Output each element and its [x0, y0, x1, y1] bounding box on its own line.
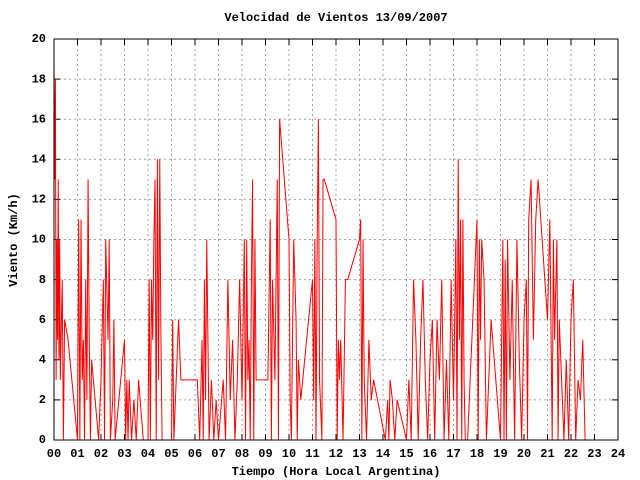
x-tick-label: 21 [540, 447, 554, 461]
x-tick-label: 16 [423, 447, 437, 461]
y-axis-label: Viento (Km/h) [7, 193, 21, 287]
y-tick-label: 0 [39, 433, 46, 447]
y-tick-label: 20 [32, 32, 46, 46]
x-tick-label: 07 [211, 447, 225, 461]
x-tick-label: 11 [305, 447, 319, 461]
x-tick-label: 04 [141, 447, 155, 461]
x-tick-label: 22 [564, 447, 578, 461]
x-tick-label: 06 [188, 447, 202, 461]
y-tick-label: 14 [32, 152, 46, 166]
wind-line [53, 59, 586, 441]
x-tick-label: 14 [376, 447, 390, 461]
y-tick-label: 2 [39, 393, 46, 407]
x-tick-label: 08 [235, 447, 249, 461]
x-tick-label: 19 [493, 447, 507, 461]
x-tick-label: 20 [517, 447, 531, 461]
x-tick-label: 00 [47, 447, 61, 461]
plot-border [53, 38, 619, 441]
x-tick-label: 03 [117, 447, 131, 461]
y-tick-label: 6 [39, 313, 46, 327]
x-tick-label: 10 [282, 447, 296, 461]
x-axis-label: Tiempo (Hora Local Argentina) [232, 465, 441, 479]
y-tick-label: 12 [32, 193, 46, 207]
x-tick-label: 24 [611, 447, 625, 461]
x-tick-label: 15 [399, 447, 413, 461]
x-tick-label: 17 [446, 447, 460, 461]
x-tick-label: 09 [258, 447, 272, 461]
chart-title: Velocidad de Vientos 13/09/2007 [224, 11, 447, 25]
y-tick-label: 16 [32, 112, 46, 126]
x-tick-label: 12 [329, 447, 343, 461]
y-tick-label: 4 [39, 353, 46, 367]
y-tick-label: 8 [39, 273, 46, 287]
x-tick-label: 18 [470, 447, 484, 461]
x-tick-label: 13 [352, 447, 366, 461]
y-tick-label: 10 [32, 233, 46, 247]
plot [53, 59, 586, 441]
x-tick-label: 05 [164, 447, 178, 461]
y-tick-label: 18 [32, 72, 46, 86]
x-tick-label: 02 [94, 447, 108, 461]
x-tick-label: 01 [70, 447, 84, 461]
x-tick-label: 23 [587, 447, 601, 461]
